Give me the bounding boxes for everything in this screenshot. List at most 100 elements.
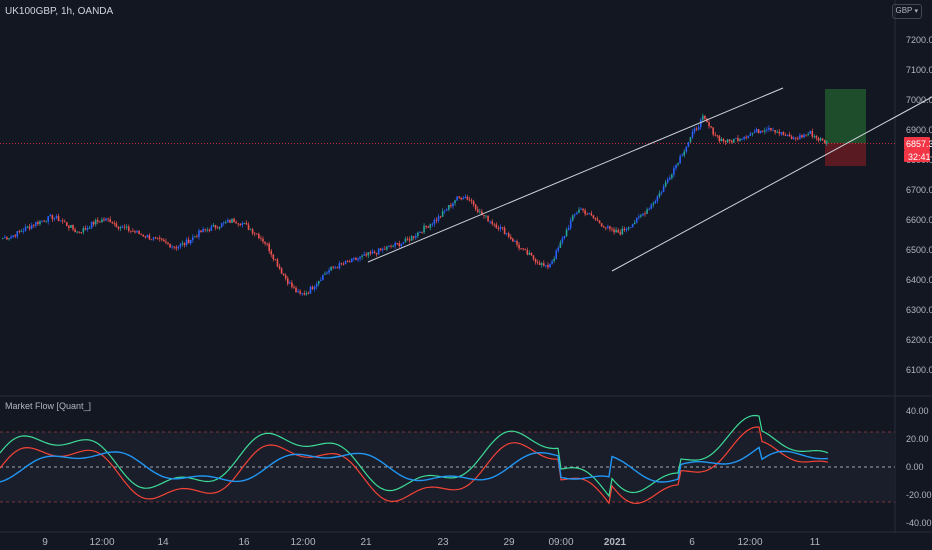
candle-body	[799, 135, 801, 139]
candle-body	[272, 254, 275, 260]
candle-body	[229, 220, 231, 223]
candle-body	[547, 264, 549, 268]
candle-body	[792, 137, 795, 139]
candle-body	[41, 220, 43, 222]
candle-body	[747, 135, 750, 138]
candle-body	[433, 219, 436, 224]
candle-body	[491, 221, 494, 224]
candle-body	[80, 232, 83, 233]
candle-body	[392, 246, 394, 247]
candle-body	[421, 232, 423, 234]
candle-body	[359, 256, 361, 259]
candle-body	[710, 126, 712, 128]
symbol-title[interactable]: UK100GBP, 1h, OANDA	[5, 6, 114, 17]
candle-body	[419, 232, 421, 234]
candle-body	[708, 122, 710, 127]
candle-body	[607, 226, 609, 228]
candle-body	[613, 229, 615, 233]
candle-body	[208, 229, 211, 231]
time-tick-label: 21	[360, 537, 372, 548]
candle-body	[586, 214, 588, 215]
candle-body	[817, 137, 820, 141]
candle-body	[443, 210, 446, 212]
candle-body	[266, 243, 268, 245]
candle-body	[78, 231, 81, 233]
candle-body	[745, 137, 747, 138]
candle-body	[173, 246, 175, 248]
candle-body	[35, 222, 37, 226]
candle-body	[326, 272, 328, 274]
indicator-title[interactable]: Market Flow [Quant_]	[5, 401, 91, 411]
candle-body	[790, 136, 793, 139]
candle-body	[61, 220, 64, 222]
candle-body	[28, 226, 31, 229]
candle-body	[103, 219, 105, 221]
candle-body	[458, 196, 460, 198]
candle-body	[602, 226, 605, 228]
candle-body	[338, 263, 341, 269]
indicator-pane	[0, 414, 895, 505]
candle-body	[425, 225, 427, 227]
candle-body	[344, 260, 347, 264]
candle-body	[803, 134, 805, 138]
candle-body	[212, 225, 215, 227]
candle-body	[322, 274, 324, 281]
currency-button[interactable]: GBP ▾	[891, 4, 922, 19]
price-tick-label: 6400.0	[906, 275, 932, 285]
candle-body	[86, 228, 89, 230]
candle-body	[650, 204, 653, 209]
time-tick-label: 12:00	[737, 537, 762, 548]
time-tick-label: 12:00	[89, 537, 114, 548]
candle-body	[355, 258, 357, 260]
candle-body	[74, 229, 76, 233]
candle-body	[545, 264, 547, 266]
candle-body	[119, 227, 122, 229]
trend-lines	[367, 87, 932, 272]
candle-body	[185, 239, 188, 245]
candle-body	[464, 196, 467, 199]
candle-body	[299, 291, 301, 294]
candle-body	[268, 243, 270, 251]
candle-body	[594, 217, 597, 220]
candle-body	[204, 229, 206, 230]
candle-body	[462, 198, 465, 200]
candle-body	[2, 238, 4, 239]
candle-body	[718, 135, 721, 142]
candle-body	[538, 263, 541, 265]
candle-body	[227, 220, 229, 222]
candle-body	[660, 192, 663, 194]
candle-body	[609, 226, 611, 229]
candle-body	[763, 130, 766, 132]
candle-body	[662, 186, 665, 193]
candle-body	[481, 211, 483, 216]
candle-body	[390, 245, 392, 247]
candle-body	[697, 127, 700, 130]
candle-body	[289, 282, 291, 284]
time-tick-label: 2021	[604, 537, 627, 548]
candle-body	[768, 127, 770, 130]
candle-body	[559, 242, 562, 248]
candle-body	[766, 129, 768, 131]
candle-body	[144, 236, 147, 238]
candle-body	[503, 228, 506, 234]
candle-body	[134, 231, 136, 233]
candle-body	[320, 280, 322, 281]
candle-body	[45, 221, 47, 223]
candle-body	[578, 209, 580, 213]
candle-body	[489, 221, 491, 223]
candle-body	[788, 134, 791, 137]
candle-body	[410, 236, 413, 241]
candle-body	[629, 227, 632, 229]
candle-body	[161, 238, 163, 240]
candle-body	[132, 230, 134, 232]
candle-body	[206, 229, 209, 231]
candle-body	[429, 224, 432, 228]
candle-body	[231, 218, 233, 223]
candle-body	[301, 293, 304, 295]
time-tick-label: 23	[437, 537, 449, 548]
candle-body	[315, 283, 318, 287]
candle-body	[807, 133, 809, 135]
candle-body	[576, 212, 578, 215]
candle-body	[70, 225, 72, 228]
